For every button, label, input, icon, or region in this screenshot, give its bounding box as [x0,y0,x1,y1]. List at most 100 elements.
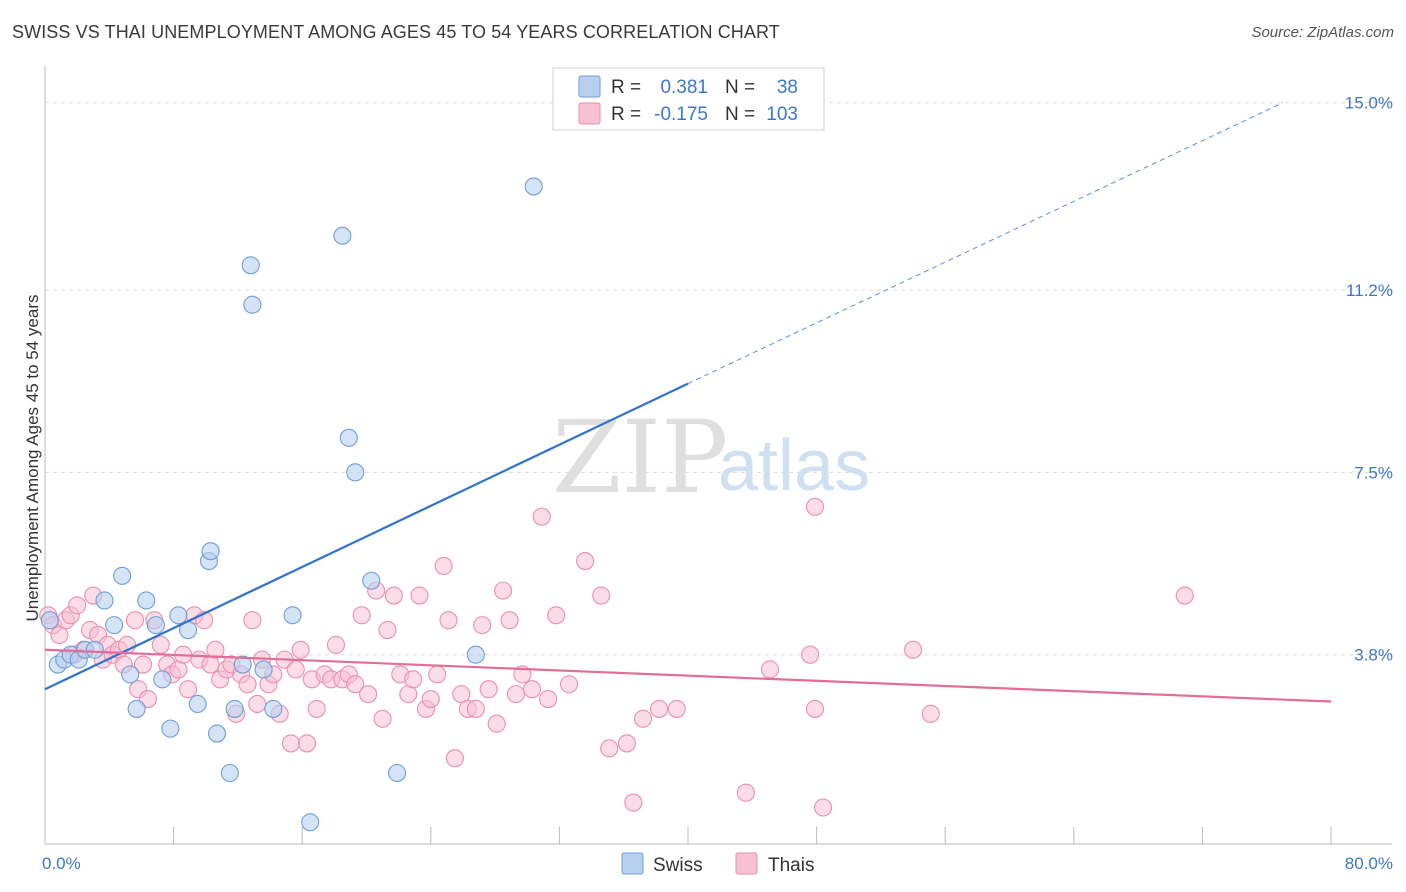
thai-trend-line [44,648,1332,703]
thai-point-80 [494,581,513,600]
thai-point-71 [434,556,453,576]
swiss-point-22 [220,763,239,783]
thai-point-103 [903,640,923,659]
thai-point-57 [346,675,365,694]
thai-point-17 [125,611,145,630]
bottom-legend-swiss: Swiss [653,855,703,876]
legend-swiss-n-value: 38 [777,77,798,98]
thai-point-69 [421,690,440,709]
thai-point-39 [243,611,262,630]
thai-point-54 [326,635,346,654]
y-tick-label-3: 15.0% [1345,94,1393,113]
swiss-point-30 [301,813,320,832]
legend-thais-r-label: R = [611,104,641,125]
swiss-point-14 [153,670,172,689]
swiss-point-16 [169,606,188,625]
watermark-atlas: atlas [718,426,870,506]
thai-point-88 [559,675,579,694]
thai-point-59 [359,685,378,704]
swiss-point-8 [105,616,124,635]
thai-point-27 [179,680,198,699]
thai-point-102 [813,798,833,817]
swiss-point-13 [146,616,165,635]
thai-point-72 [439,611,458,630]
thai-point-61 [373,709,392,728]
chart-title: SWISS VS THAI UNEMPLOYMENT AMONG AGES 45… [12,22,780,42]
thai-point-85 [532,507,551,526]
thai-point-97 [736,783,755,802]
thai-point-48 [291,640,310,659]
legend-swiss-n-label: N = [725,77,755,98]
thai-point-101 [805,497,825,516]
thai-point-46 [281,734,300,753]
thai-point-89 [576,551,595,571]
swiss-point-20 [201,542,220,561]
watermark: ZIP atlas [552,399,870,516]
thai-point-81 [500,611,519,630]
thai-point-58 [352,606,371,625]
legend-swiss-r-value: 0.381 [660,77,708,98]
series-legend: Swiss Thais [621,852,814,876]
thai-point-78 [479,680,498,699]
swiss-point-12 [137,591,156,610]
legend-swatch-swiss [578,75,601,98]
thai-point-82 [506,685,526,704]
thai-point-90 [592,586,611,605]
axes [44,66,1392,845]
legend-swatch-thais [578,102,601,125]
swiss-point-31 [333,226,352,245]
thai-point-38 [238,675,257,694]
thai-point-94 [633,709,653,728]
legend-swiss-r-label: R = [611,77,641,98]
x-tick-label-0: 0.0% [42,854,81,873]
swiss-point-9 [113,566,132,585]
legend-thais-r-value: -0.175 [654,104,708,125]
swiss-point-36 [466,645,485,664]
x-tick-labels: 0.0% 80.0% [42,854,1393,873]
watermark-zip: ZIP [552,399,728,516]
thai-point-47 [286,660,305,679]
swiss-trend-extension [687,102,1283,385]
source-label: Source: ZipAtlas.com [1251,24,1394,41]
thai-point-63 [384,586,403,605]
bottom-legend-swatch-swiss [621,852,644,875]
swiss-point-7 [95,591,114,610]
swiss-point-34 [362,571,381,590]
thai-point-19 [134,655,153,674]
gridlines [45,102,1392,656]
thai-point-40 [248,694,267,714]
swiss-point-0 [40,611,59,630]
swiss-point-18 [188,694,207,714]
thai-point-104 [921,704,940,723]
thai-point-51 [307,699,326,718]
thai-point-91 [600,739,619,758]
x-tick-label-1: 80.0% [1345,854,1393,873]
thai-point-70 [428,665,447,684]
swiss-point-27 [254,660,273,679]
swiss-point-15 [161,719,180,738]
y-axis-title: Unemployment Among Ages 45 to 54 years [23,295,42,622]
y-tick-labels: 3.8% 7.5% 11.2% 15.0% [1345,94,1393,665]
thai-point-49 [297,734,317,753]
thai-point-98 [760,660,780,679]
thai-point-6 [68,596,87,615]
thai-point-77 [473,616,492,635]
thai-point-67 [410,586,429,605]
swiss-point-32 [339,428,358,447]
thai-point-62 [378,621,397,640]
thai-point-76 [466,699,485,718]
thai-point-32 [206,640,225,659]
swiss-point-29 [283,606,302,625]
y-tick-label-0: 3.8% [1354,646,1393,665]
swiss-points [40,177,543,832]
thai-point-92 [617,734,636,753]
thai-point-87 [547,606,566,625]
thai-point-86 [539,690,558,709]
swiss-point-23 [225,699,244,718]
swiss-point-6 [85,640,104,659]
y-tick-label-1: 7.5% [1354,463,1393,482]
thai-point-93 [624,793,643,812]
swiss-point-25 [241,256,260,275]
swiss-point-26 [243,295,262,314]
thai-point-95 [650,699,669,718]
